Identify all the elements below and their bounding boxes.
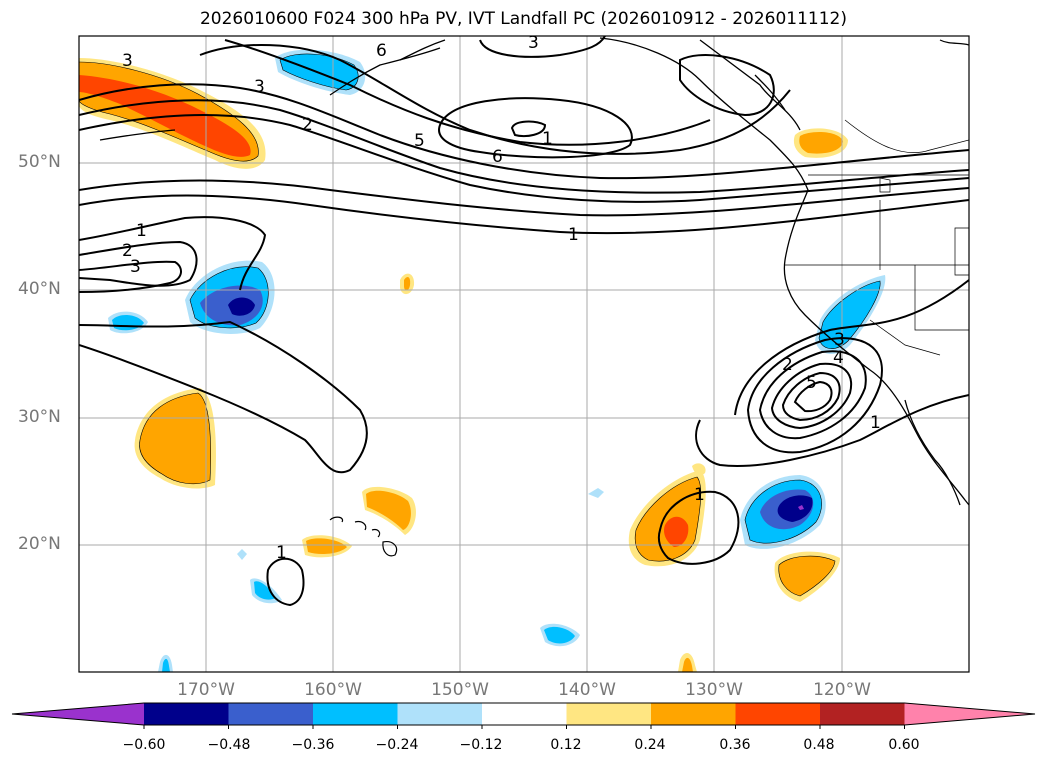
colorbar-segment bbox=[397, 703, 483, 725]
contour-label: 1 bbox=[136, 221, 147, 241]
contour-label: 1 bbox=[694, 485, 705, 505]
lat-label: 50°N bbox=[18, 152, 61, 172]
lat-label: 20°N bbox=[18, 534, 61, 554]
colorbar-tick: 0.60 bbox=[888, 737, 920, 753]
map-frame bbox=[78, 35, 970, 673]
colorbar-tick: −0.24 bbox=[375, 737, 419, 753]
contour-label: 1 bbox=[568, 225, 579, 245]
colorbar-segment bbox=[144, 703, 229, 725]
colorbar-tick: 0.12 bbox=[550, 737, 582, 753]
coastlines bbox=[99, 37, 969, 506]
borders bbox=[785, 119, 969, 356]
gridlines bbox=[79, 36, 969, 672]
colorbar-tick: 0.36 bbox=[719, 737, 751, 753]
contour-label: 1 bbox=[870, 413, 881, 433]
colorbar-segment bbox=[313, 703, 398, 725]
contour-label: 2 bbox=[782, 355, 793, 375]
lon-label: 130°W bbox=[685, 680, 743, 700]
contour-label: 4 bbox=[833, 348, 844, 368]
lon-label: 140°W bbox=[558, 680, 616, 700]
islands bbox=[329, 39, 969, 557]
colorbar-segment bbox=[566, 703, 652, 725]
colorbar-tick: −0.60 bbox=[122, 737, 166, 753]
shading-outlines bbox=[79, 53, 881, 597]
colorbar-tick: −0.48 bbox=[207, 737, 251, 753]
lat-label: 30°N bbox=[18, 407, 61, 427]
lon-label: 160°W bbox=[304, 680, 362, 700]
contour-label: 3 bbox=[122, 51, 133, 71]
contour-label: 3 bbox=[528, 33, 539, 53]
lon-label: 170°W bbox=[177, 680, 235, 700]
contour-label: 6 bbox=[376, 41, 387, 61]
contour-label: 2 bbox=[302, 115, 313, 135]
contour-label: 1 bbox=[542, 129, 553, 149]
colorbar-tick: −0.36 bbox=[291, 737, 335, 753]
contour-label: 3 bbox=[254, 77, 265, 97]
colorbar-segment bbox=[820, 703, 905, 725]
contour-label: 3 bbox=[834, 330, 845, 350]
contour-label: 5 bbox=[414, 131, 425, 151]
colorbar-segment bbox=[228, 703, 314, 725]
contour-label: 5 bbox=[806, 373, 817, 393]
negative-anomalies bbox=[108, 49, 886, 672]
colorbar-segment bbox=[735, 703, 821, 725]
lon-label: 120°W bbox=[813, 680, 871, 700]
colorbar-segment bbox=[12, 703, 144, 725]
colorbar-tick: 0.48 bbox=[803, 737, 835, 753]
pv-contours bbox=[79, 36, 969, 607]
lon-label: 150°W bbox=[431, 680, 489, 700]
colorbar-tick: 0.24 bbox=[634, 737, 666, 753]
contour-label: 2 bbox=[122, 241, 133, 261]
contour-label: 6 bbox=[492, 147, 503, 167]
lat-label: 40°N bbox=[18, 279, 61, 299]
colorbar-segment bbox=[651, 703, 736, 725]
colorbar-segment bbox=[482, 703, 567, 725]
contour-label: 1 bbox=[276, 543, 287, 563]
map-title: 2026010600 F024 300 hPa PV, IVT Landfall… bbox=[199, 9, 847, 29]
contour-label: 3 bbox=[130, 257, 141, 277]
colorbar-tick: −0.12 bbox=[459, 737, 503, 753]
contour-labels: 3 6 3 3 2 5 6 1 1 1 2 3 2 3 4 5 1 1 1 bbox=[122, 33, 881, 563]
colorbar-segment bbox=[904, 703, 1035, 725]
positive-anomalies bbox=[79, 58, 848, 672]
